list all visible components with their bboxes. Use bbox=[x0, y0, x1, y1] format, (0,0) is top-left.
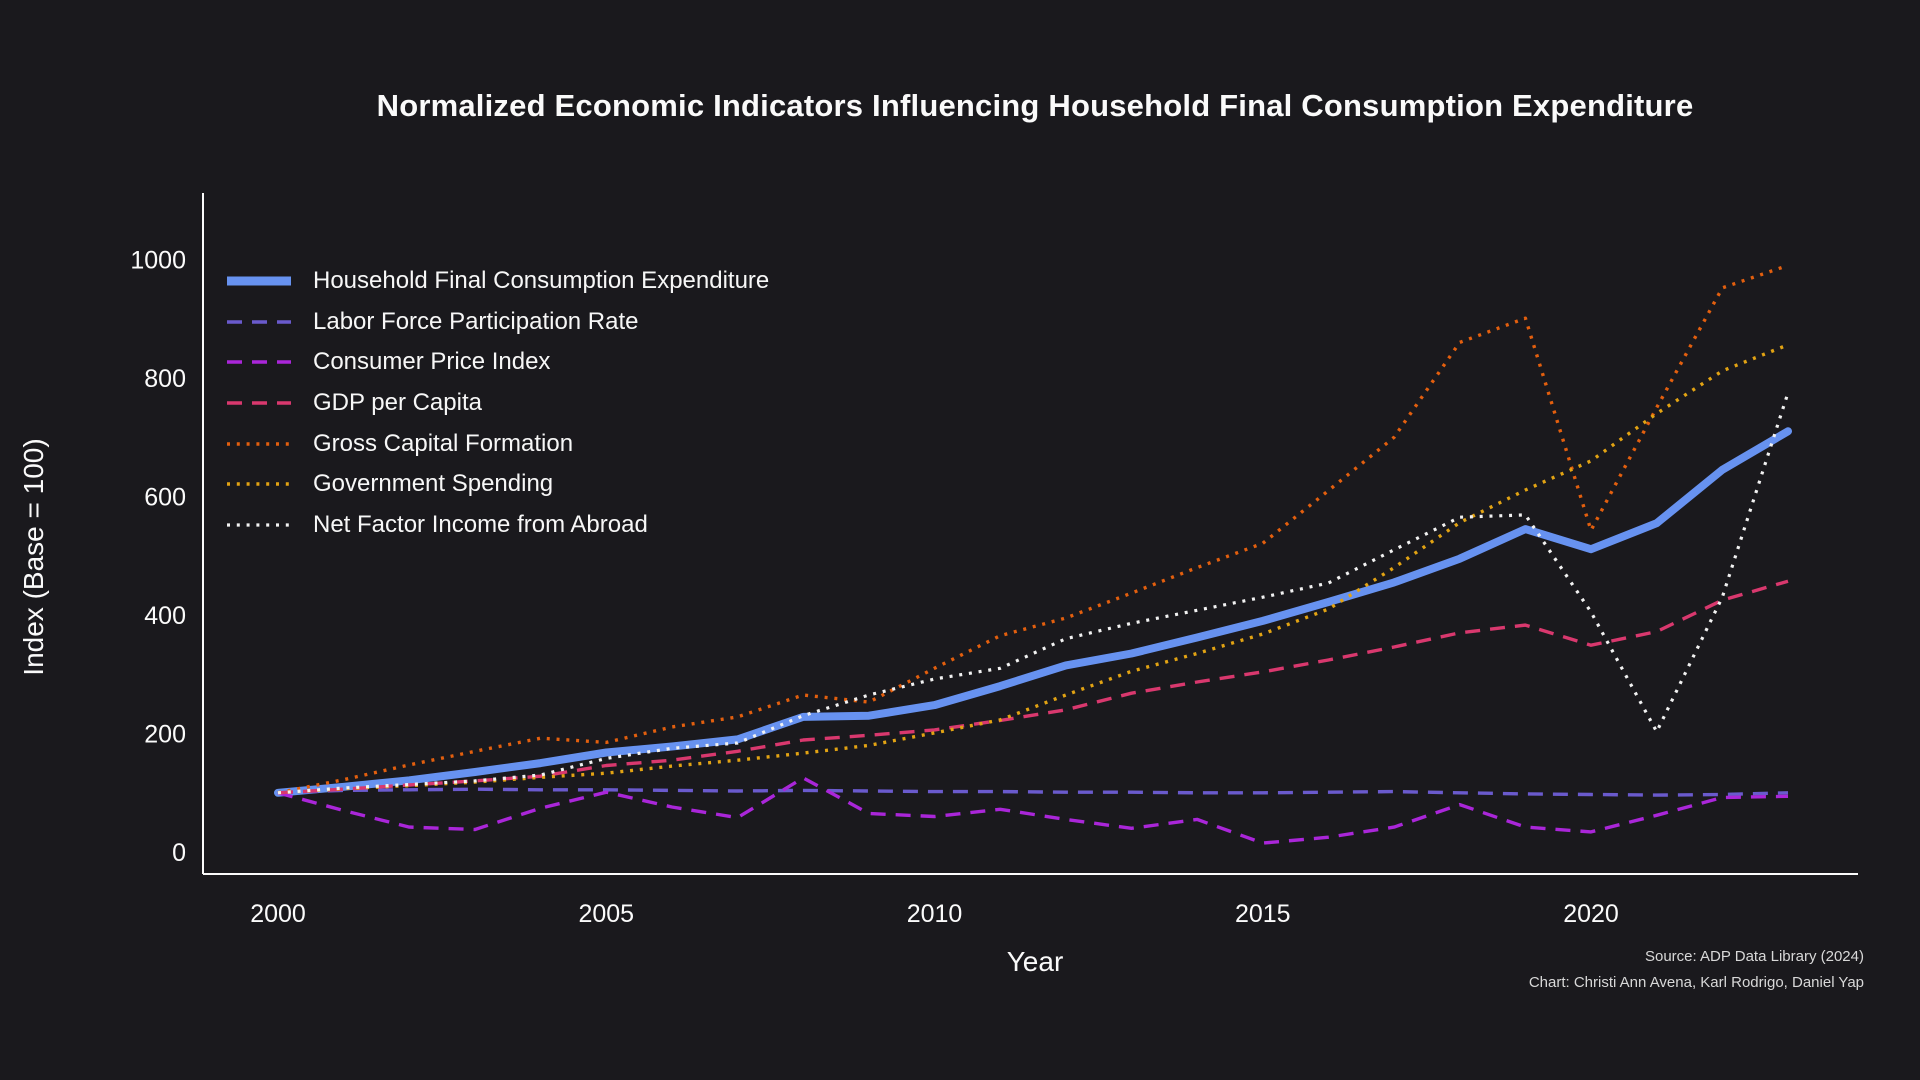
legend-item-government-spending: Government Spending bbox=[227, 464, 769, 505]
legend-item-gdp-per-capita: GDP per Capita bbox=[227, 383, 769, 424]
legend-item-gross-capital-formation: Gross Capital Formation bbox=[227, 423, 769, 464]
y-tick-label: 600 bbox=[144, 484, 186, 512]
series-line-labor-force-participation-rate bbox=[277, 787, 1789, 797]
x-axis-title: Year bbox=[1006, 946, 1064, 977]
x-tick-label: 2020 bbox=[1563, 900, 1619, 928]
x-tick-label: 2015 bbox=[1235, 900, 1291, 928]
y-tick-label: 400 bbox=[144, 602, 186, 630]
source-line: Source: ADP Data Library (2024) bbox=[1644, 948, 1864, 965]
legend-swatch-dotted-white-line-icon bbox=[227, 523, 291, 527]
legend-label: Government Spending bbox=[313, 470, 554, 498]
legend-label: Labor Force Participation Rate bbox=[313, 307, 639, 335]
legend-label: GDP per Capita bbox=[313, 389, 482, 417]
legend-swatch-dashed-slateblue-line-icon bbox=[227, 320, 291, 324]
legend-swatch-dashed-pink-line-icon bbox=[227, 401, 291, 405]
credit-line: Chart: Christi Ann Avena, Karl Rodrigo, … bbox=[1528, 974, 1864, 991]
legend-item-labor-force-participation-rate: Labor Force Participation Rate bbox=[227, 302, 769, 343]
source-credit: Source: ADP Data Library (2024) Chart: C… bbox=[1529, 944, 1864, 996]
legend-swatch-dotted-gold-line-icon bbox=[227, 482, 291, 486]
legend-item-net-factor-income-from-abroad: Net Factor Income from Abroad bbox=[227, 505, 769, 546]
y-tick-label: 1000 bbox=[130, 247, 186, 275]
legend-swatch-solid-blue-line-icon bbox=[227, 276, 291, 286]
series-line-household-final-consumption-expenditure bbox=[274, 427, 1792, 797]
legend-label: Gross Capital Formation bbox=[313, 429, 574, 457]
legend: Household Final Consumption Expenditure … bbox=[227, 261, 769, 545]
legend-label: Household Final Consumption Expenditure bbox=[313, 267, 770, 295]
y-tick-label: 800 bbox=[144, 365, 186, 393]
x-tick-label: 2010 bbox=[907, 900, 963, 928]
legend-item-consumer-price-index: Consumer Price Index bbox=[227, 342, 769, 383]
legend-swatch-dotted-orange-line-icon bbox=[227, 441, 291, 446]
legend-swatch-dashed-purple-line-icon bbox=[227, 360, 291, 365]
series-line-gdp-per-capita bbox=[277, 579, 1789, 795]
series-line-government-spending bbox=[277, 343, 1789, 795]
chart-title: Normalized Economic Indicators Influenci… bbox=[376, 88, 1694, 123]
y-axis-tick-labels: 0 200 400 600 800 1000 bbox=[130, 247, 186, 868]
series-line-consumer-price-index bbox=[277, 776, 1789, 845]
legend-item-household-final-consumption-expenditure: Household Final Consumption Expenditure bbox=[227, 261, 769, 302]
y-tick-label: 0 bbox=[172, 839, 186, 867]
x-axis-tick-labels: 2000 2005 2010 2015 2020 bbox=[250, 900, 1619, 928]
axes bbox=[202, 193, 1858, 875]
x-tick-label: 2005 bbox=[578, 900, 634, 928]
y-tick-label: 200 bbox=[144, 721, 186, 749]
series-line-gross-capital-formation bbox=[277, 263, 1789, 795]
y-axis-title: Index (Base = 100) bbox=[18, 438, 49, 676]
legend-label: Net Factor Income from Abroad bbox=[313, 510, 648, 538]
x-tick-label: 2000 bbox=[250, 900, 306, 928]
legend-label: Consumer Price Index bbox=[313, 348, 551, 376]
